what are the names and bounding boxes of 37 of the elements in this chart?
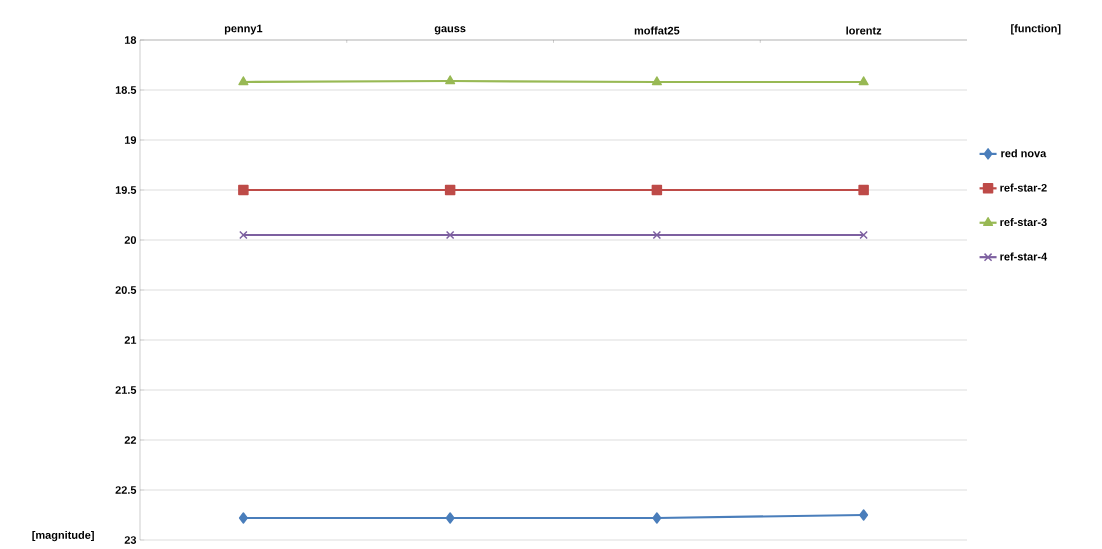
y-tick-label: 18.5 [115,86,137,94]
y-axis-title: [magnitude] [32,530,94,542]
point [238,76,249,86]
point [238,512,248,524]
x-tick-label: gauss [434,26,466,35]
y-tick-label: 21.5 [115,386,137,394]
point [859,230,868,240]
point [239,230,248,240]
x-tick-label: penny1 [224,24,263,35]
y-tick-label: 19 [124,136,137,144]
point [651,76,662,86]
point [652,512,662,524]
point [858,76,869,86]
y-tick-label: 22.5 [115,486,137,494]
legend-label: ref-star-4 [1000,252,1048,261]
point [859,509,869,521]
y-tick-label: 18 [124,36,137,44]
legend-label: ref-star-2 [1000,183,1047,192]
y-tick-label: 19.5 [115,186,137,194]
y-tick-label: 22 [124,436,137,444]
point [238,184,249,196]
point [652,230,662,240]
legend-label: ref-star-3 [1000,218,1047,227]
y-tick-label: 21 [124,336,137,344]
x-tick-label: lorentz [846,26,882,35]
y-tick-label: 23 [124,536,137,544]
point [445,75,456,85]
x-tick-label: moffat25 [634,26,680,35]
point [444,184,456,196]
point [445,512,455,524]
point [651,184,663,196]
y-tick-label: 20.5 [115,286,137,294]
point [445,230,455,240]
legend-label: red nova [1001,149,1047,158]
x-axis-title: [function] [1011,24,1061,35]
y-tick-label: 20 [124,236,137,244]
point [858,184,869,196]
